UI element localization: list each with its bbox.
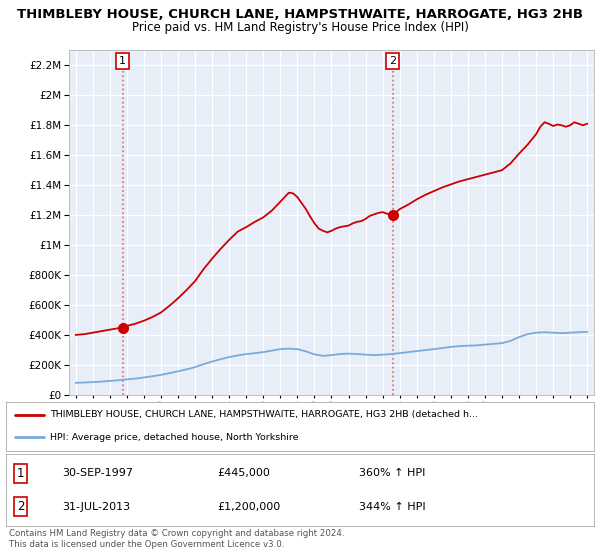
Text: £445,000: £445,000 [218, 468, 271, 478]
Text: 30-SEP-1997: 30-SEP-1997 [62, 468, 133, 478]
Text: 344% ↑ HPI: 344% ↑ HPI [359, 502, 425, 512]
Text: 31-JUL-2013: 31-JUL-2013 [62, 502, 130, 512]
Text: 1: 1 [17, 466, 25, 480]
Text: THIMBLEBY HOUSE, CHURCH LANE, HAMPSTHWAITE, HARROGATE, HG3 2HB: THIMBLEBY HOUSE, CHURCH LANE, HAMPSTHWAI… [17, 8, 583, 21]
Text: Contains HM Land Registry data © Crown copyright and database right 2024.
This d: Contains HM Land Registry data © Crown c… [9, 529, 344, 549]
Text: 360% ↑ HPI: 360% ↑ HPI [359, 468, 425, 478]
Text: 2: 2 [389, 56, 396, 66]
Text: HPI: Average price, detached house, North Yorkshire: HPI: Average price, detached house, Nort… [50, 433, 299, 442]
Text: 1: 1 [119, 56, 126, 66]
Text: Price paid vs. HM Land Registry's House Price Index (HPI): Price paid vs. HM Land Registry's House … [131, 21, 469, 34]
Text: 2: 2 [17, 500, 25, 514]
Text: THIMBLEBY HOUSE, CHURCH LANE, HAMPSTHWAITE, HARROGATE, HG3 2HB (detached h...: THIMBLEBY HOUSE, CHURCH LANE, HAMPSTHWAI… [50, 410, 478, 419]
Text: £1,200,000: £1,200,000 [218, 502, 281, 512]
